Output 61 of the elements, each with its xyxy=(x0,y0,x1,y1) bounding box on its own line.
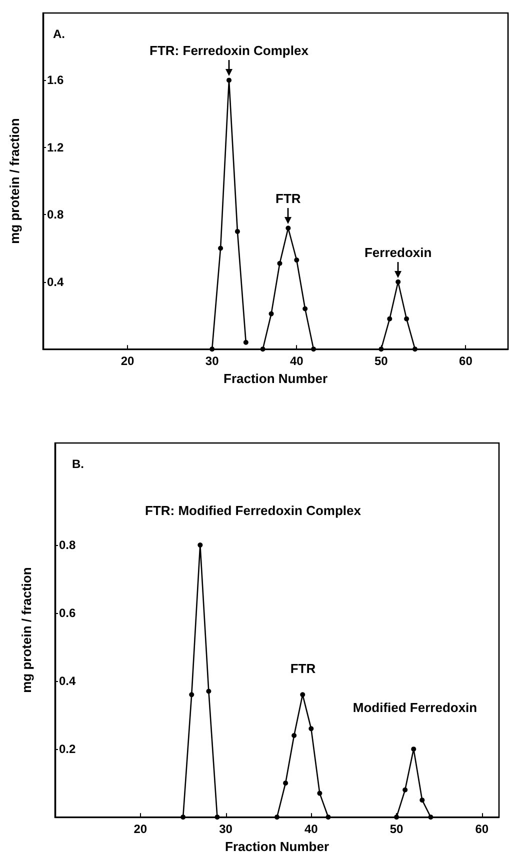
point xyxy=(402,787,408,792)
annotation: FTR xyxy=(290,661,316,676)
point xyxy=(411,746,416,752)
point xyxy=(218,246,224,251)
x-tick-label: 40 xyxy=(304,822,318,836)
point xyxy=(274,814,280,820)
y-tick-label: 1.6 xyxy=(47,73,64,88)
text: A. xyxy=(53,27,65,41)
annotation: Modified Ferredoxin xyxy=(352,700,478,715)
point xyxy=(294,258,300,263)
point xyxy=(234,228,240,234)
x-axis-title: Fraction Number xyxy=(224,839,330,854)
x-tick-label: 40 xyxy=(290,354,304,368)
point xyxy=(326,814,331,820)
annotation: FTR: Ferredoxin Complex xyxy=(150,43,308,58)
point xyxy=(428,814,434,820)
point xyxy=(412,346,418,352)
x-tick-label: 60 xyxy=(475,822,489,836)
point xyxy=(404,316,410,322)
x-tick-label: 30 xyxy=(205,354,220,368)
y-tick-label: 0.2 xyxy=(59,742,76,756)
point xyxy=(243,340,248,345)
point xyxy=(302,306,308,312)
x-tick-label: 50 xyxy=(374,354,388,368)
x-tick-label: 60 xyxy=(459,354,473,368)
point xyxy=(268,311,274,316)
point xyxy=(260,346,266,352)
point xyxy=(300,692,306,698)
annotation: Ferredoxin xyxy=(364,244,432,260)
annotation: FTR: Modified Ferredoxin Complex xyxy=(145,503,361,518)
point xyxy=(292,732,297,738)
point xyxy=(180,814,186,820)
y-tick-label: 0.8 xyxy=(47,208,64,222)
annotation: FTR xyxy=(276,191,301,206)
x-tick-label: 20 xyxy=(134,822,148,836)
y-tick-label: 1.2 xyxy=(47,140,64,154)
text: B. xyxy=(72,457,84,471)
point xyxy=(396,279,401,284)
point xyxy=(311,346,316,352)
y-tick-label: 0.4 xyxy=(47,274,64,289)
point xyxy=(387,316,392,322)
point xyxy=(214,814,220,820)
x-tick-label: 30 xyxy=(219,822,233,836)
point xyxy=(206,688,212,694)
x-tick-label: 20 xyxy=(120,354,135,368)
y-tick-label: 0.4 xyxy=(59,674,76,688)
point xyxy=(420,798,425,803)
y-axis-title: mg protein / fraction xyxy=(7,118,22,244)
point xyxy=(226,78,232,83)
x-tick-label: 50 xyxy=(390,822,404,836)
point xyxy=(317,790,322,796)
point xyxy=(198,542,203,548)
point xyxy=(277,260,282,266)
y-tick-label: 0.6 xyxy=(59,606,76,620)
point xyxy=(286,226,291,231)
point xyxy=(189,692,194,698)
x-axis-title: Fraction Number xyxy=(223,371,328,386)
point xyxy=(308,726,314,732)
y-axis-title: mg protein / fraction xyxy=(19,567,34,693)
point xyxy=(283,780,288,786)
y-tick-label: 0.8 xyxy=(59,538,76,552)
